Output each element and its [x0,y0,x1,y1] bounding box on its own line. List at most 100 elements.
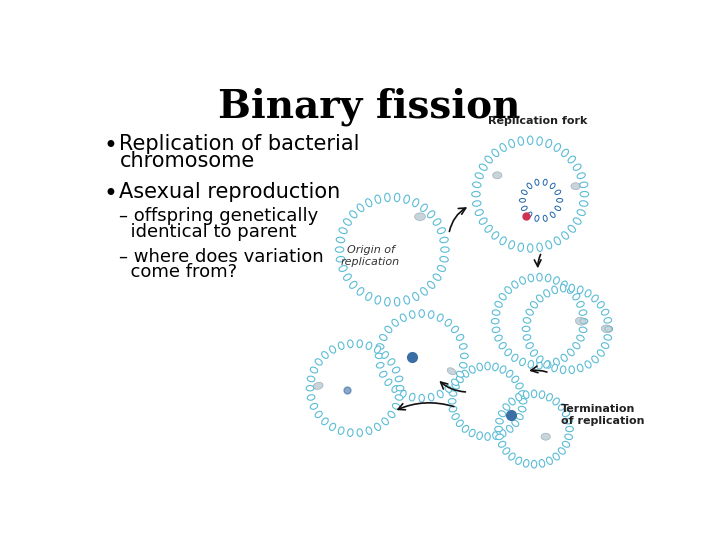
Ellipse shape [535,215,539,221]
Ellipse shape [348,340,353,348]
Ellipse shape [477,432,482,440]
Text: Binary fission: Binary fission [218,88,520,126]
Ellipse shape [527,183,532,188]
Ellipse shape [495,418,503,424]
Ellipse shape [396,386,404,391]
Ellipse shape [541,433,550,440]
Ellipse shape [413,293,419,300]
Ellipse shape [350,211,357,218]
Ellipse shape [598,302,604,308]
Ellipse shape [480,164,487,170]
Ellipse shape [506,426,513,433]
Ellipse shape [485,225,492,232]
Ellipse shape [568,225,575,232]
Ellipse shape [392,386,398,393]
Ellipse shape [413,199,419,207]
Ellipse shape [485,362,490,370]
Ellipse shape [573,342,580,349]
Ellipse shape [477,363,482,371]
Ellipse shape [410,393,415,401]
Ellipse shape [554,277,559,284]
Ellipse shape [441,247,449,252]
Ellipse shape [310,367,318,373]
Ellipse shape [357,429,362,436]
Ellipse shape [451,379,459,386]
Ellipse shape [554,237,560,245]
Ellipse shape [543,215,547,221]
Ellipse shape [512,354,518,361]
Ellipse shape [428,311,434,319]
Ellipse shape [437,314,444,321]
Ellipse shape [449,407,456,412]
Ellipse shape [545,361,551,368]
Ellipse shape [585,290,591,297]
Ellipse shape [419,394,424,402]
Ellipse shape [428,211,435,218]
Ellipse shape [348,429,353,436]
Ellipse shape [539,460,545,467]
Text: chromosome: chromosome [120,151,255,171]
Ellipse shape [338,342,344,349]
Ellipse shape [366,427,372,434]
Text: •: • [104,134,118,158]
Ellipse shape [516,414,523,420]
Ellipse shape [561,354,567,361]
Ellipse shape [509,398,516,405]
Ellipse shape [555,206,561,211]
Ellipse shape [512,376,519,382]
Ellipse shape [440,256,449,262]
Ellipse shape [492,172,502,179]
Ellipse shape [499,342,506,349]
Text: Asexual reproduction: Asexual reproduction [120,182,341,202]
Ellipse shape [518,407,526,412]
Text: •: • [104,182,118,206]
Text: Replication of bacterial: Replication of bacterial [120,134,360,154]
Ellipse shape [343,274,351,280]
Ellipse shape [580,192,589,197]
Ellipse shape [339,266,347,272]
Ellipse shape [388,359,395,365]
Ellipse shape [575,318,586,325]
Ellipse shape [315,359,323,365]
Ellipse shape [452,414,459,420]
Ellipse shape [315,411,323,417]
Ellipse shape [437,266,446,272]
Ellipse shape [379,335,387,340]
Ellipse shape [492,327,500,333]
Ellipse shape [509,453,516,460]
Ellipse shape [523,335,531,340]
Ellipse shape [322,418,328,425]
Ellipse shape [495,434,503,440]
Ellipse shape [580,201,588,206]
Ellipse shape [385,326,392,333]
Ellipse shape [554,144,560,151]
Ellipse shape [420,204,428,212]
Ellipse shape [569,284,575,292]
Ellipse shape [571,183,580,190]
Text: identical to parent: identical to parent [120,222,297,241]
Ellipse shape [307,376,315,382]
Ellipse shape [330,346,336,353]
Ellipse shape [375,353,383,359]
Ellipse shape [492,232,499,239]
Ellipse shape [445,386,451,393]
Text: – offspring genetically: – offspring genetically [120,207,319,225]
Ellipse shape [564,434,572,440]
Ellipse shape [495,335,503,341]
Ellipse shape [330,423,336,430]
Ellipse shape [456,335,464,340]
Ellipse shape [545,274,551,282]
Ellipse shape [475,210,483,215]
Ellipse shape [485,156,492,163]
Ellipse shape [604,318,611,323]
Ellipse shape [562,411,570,417]
Ellipse shape [519,399,527,404]
Ellipse shape [546,241,552,249]
Ellipse shape [437,390,444,397]
Ellipse shape [558,448,565,454]
Ellipse shape [500,237,506,245]
Ellipse shape [553,453,559,460]
Ellipse shape [544,290,550,297]
Ellipse shape [598,350,604,356]
Ellipse shape [404,296,410,304]
